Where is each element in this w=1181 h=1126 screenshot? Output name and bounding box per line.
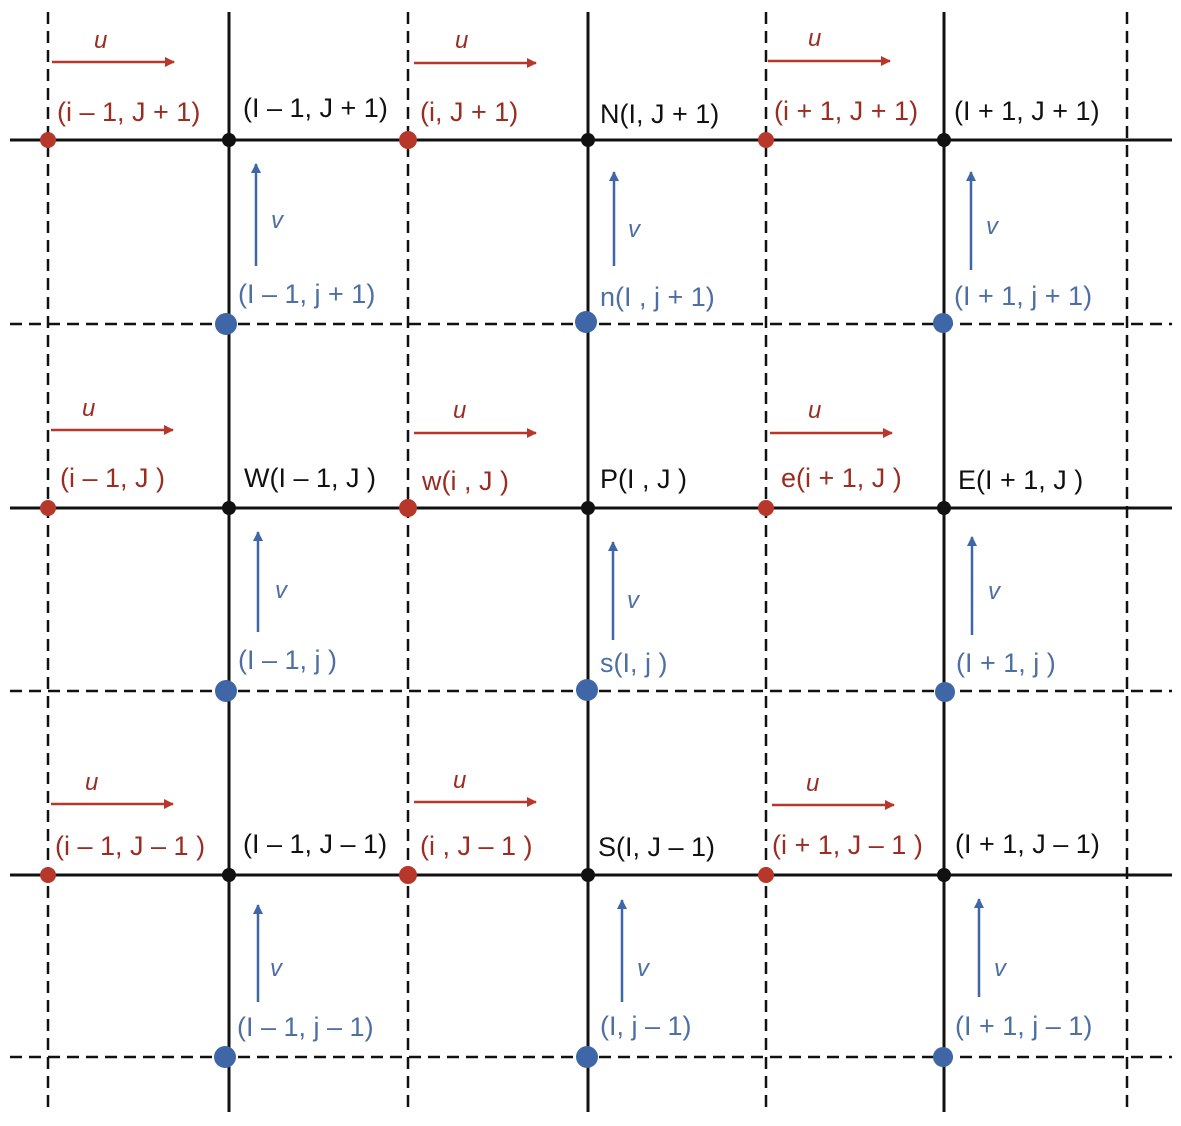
u-arrow-label: u: [94, 27, 107, 54]
u-node: [40, 132, 56, 148]
solid-grid: [10, 12, 1172, 1112]
u-node-label: e(i + 1, J ): [781, 463, 902, 493]
v-node: [933, 313, 953, 333]
pressure-node-label: (I – 1, J – 1): [243, 829, 387, 859]
u-node: [399, 131, 417, 149]
v-node: [576, 1046, 598, 1068]
u-arrow-label: u: [453, 397, 466, 424]
u-node: [758, 867, 774, 883]
pressure-node: [581, 868, 595, 882]
pressure-node: [222, 501, 236, 515]
v-velocity-arrows: [251, 163, 984, 1002]
pressure-node-labels: (I – 1, J + 1) N(I, J + 1) (I + 1, J + 1…: [243, 93, 1100, 862]
v-node: [933, 1047, 953, 1067]
v-node: [215, 680, 237, 702]
u-velocity-arrows: [51, 56, 895, 810]
v-node-label: n(I , j + 1): [600, 282, 715, 312]
u-node-label: (i + 1, J + 1): [774, 96, 918, 126]
v-node: [575, 311, 597, 333]
pressure-node: [222, 133, 236, 147]
pressure-node: [937, 133, 951, 147]
pressure-node: [937, 501, 951, 515]
v-node-label: (I + 1, j ): [956, 648, 1056, 678]
v-node: [576, 679, 598, 701]
v-node: [215, 313, 237, 335]
pressure-node-label: P(I , J ): [600, 464, 687, 494]
u-node-labels: (i – 1, J + 1) (i, J + 1) (i + 1, J + 1)…: [55, 96, 923, 861]
u-node: [40, 500, 56, 516]
pressure-node-label: N(I, J + 1): [600, 99, 719, 129]
u-node-label: (i, J + 1): [420, 97, 518, 127]
v-node-label: (I, j – 1): [600, 1011, 692, 1041]
pressure-nodes: [222, 133, 951, 882]
dashed-grid: [10, 12, 1172, 1112]
v-arrow-label: v: [628, 216, 642, 243]
v-node-label: (I – 1, j ): [238, 645, 337, 675]
u-arrow-label: u: [808, 25, 821, 52]
pressure-node-label: E(I + 1, J ): [958, 465, 1083, 495]
pressure-node-label: (I – 1, J + 1): [243, 93, 388, 123]
u-arrow-label: u: [455, 27, 468, 54]
v-arrow-label: v: [988, 578, 1002, 605]
v-arrow-label: v: [994, 955, 1008, 982]
pressure-node-label: (I + 1, J – 1): [955, 829, 1100, 859]
u-arrow-label: u: [85, 769, 98, 796]
pressure-node: [937, 868, 951, 882]
v-arrow-label: v: [986, 213, 1000, 240]
u-arrow-label: u: [806, 770, 819, 797]
v-node-label: (I – 1, j – 1): [237, 1012, 374, 1042]
v-nodes: [214, 311, 955, 1068]
u-node-label: w(i , J ): [421, 466, 509, 496]
u-arrow-label: u: [808, 397, 821, 424]
pressure-node: [222, 868, 236, 882]
u-node-label: (i – 1, J – 1 ): [55, 831, 205, 861]
v-node-label: s(I, j ): [600, 648, 668, 678]
u-node: [399, 866, 417, 884]
u-node: [758, 132, 774, 148]
v-arrow-label: v: [627, 587, 641, 614]
u-arrow-label: u: [82, 395, 95, 422]
pressure-node: [581, 501, 595, 515]
v-labels: v v v v v v v v v: [270, 207, 1008, 982]
u-arrow-label: u: [453, 767, 466, 794]
pressure-node: [581, 133, 595, 147]
u-node-label: (i – 1, J ): [60, 463, 165, 493]
u-node: [40, 867, 56, 883]
v-node: [935, 682, 955, 702]
u-node: [399, 499, 417, 517]
u-nodes: [40, 131, 774, 884]
v-arrow-label: v: [275, 577, 289, 604]
u-node-label: (i , J – 1 ): [420, 831, 533, 861]
v-node-labels: (I – 1, j + 1) n(I , j + 1) (I + 1, j + …: [237, 279, 1092, 1042]
v-node: [214, 1046, 236, 1068]
v-node-label: (I – 1, j + 1): [238, 279, 375, 309]
v-node-label: (I + 1, j – 1): [955, 1011, 1092, 1041]
pressure-node-label: W(I – 1, J ): [244, 463, 376, 493]
pressure-node-label: (I + 1, J + 1): [954, 96, 1100, 126]
v-arrow-label: v: [271, 207, 285, 234]
v-arrow-label: v: [270, 955, 284, 982]
u-node: [758, 500, 774, 516]
u-node-label: (i + 1, J – 1 ): [772, 830, 923, 860]
u-labels: u u u u u u u u u: [82, 25, 821, 797]
v-arrow-label: v: [637, 955, 651, 982]
v-node-label: (I + 1, j + 1): [954, 281, 1092, 311]
u-node-label: (i – 1, J + 1): [57, 97, 200, 127]
pressure-node-label: S(I, J – 1): [598, 832, 715, 862]
